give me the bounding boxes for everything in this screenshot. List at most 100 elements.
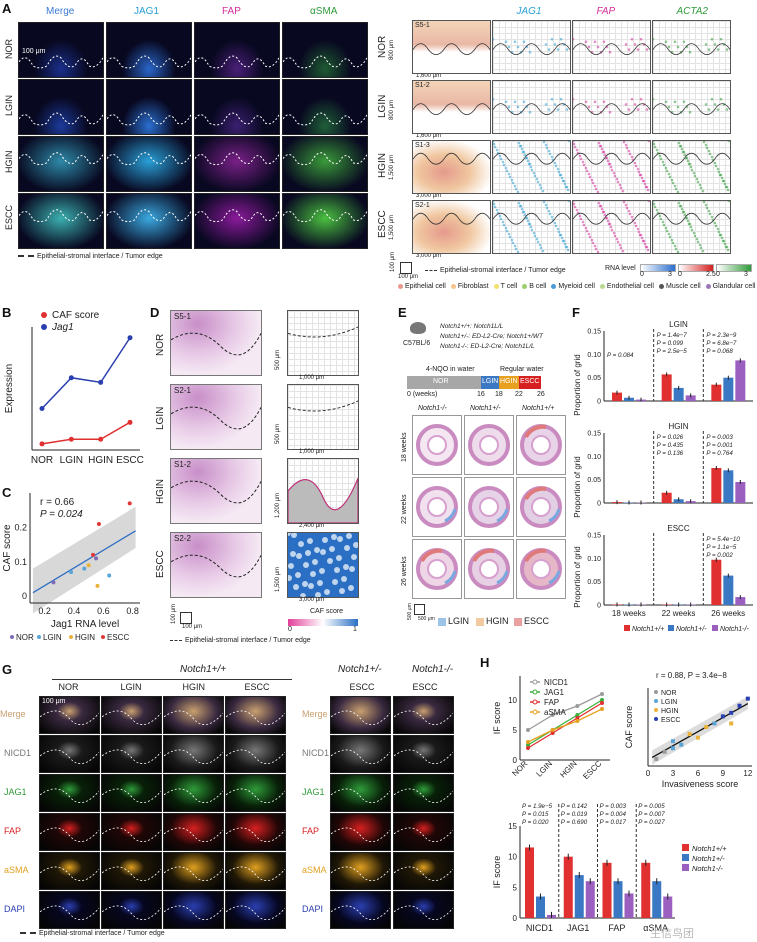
legend-label: FAP <box>544 698 559 707</box>
column-header: ESCC <box>412 682 438 692</box>
spot <box>719 37 723 41</box>
bar <box>525 847 534 918</box>
interface-line <box>331 788 390 803</box>
spot <box>695 177 699 181</box>
if-image <box>18 79 104 135</box>
spot <box>550 37 554 41</box>
spot <box>288 575 292 581</box>
timeline-right-label: Regular water <box>500 366 544 373</box>
interface-line <box>226 827 285 842</box>
if-image <box>225 774 286 812</box>
if-image <box>194 136 280 192</box>
y-tick-label: 0.15 <box>587 329 601 336</box>
tissue-outline <box>493 43 570 55</box>
st-row-label: NOR <box>377 35 388 58</box>
st-column-header: ACTA2 <box>676 6 709 17</box>
edge-overlay <box>40 866 99 881</box>
if-image <box>163 891 224 929</box>
legend-label: CAF score <box>52 310 100 321</box>
stat-p: P = 0.024 <box>40 509 83 520</box>
x-tick-label: αSMA <box>643 923 668 933</box>
if-image <box>330 891 391 929</box>
row-label-right: FAP <box>302 826 320 836</box>
edge-overlay <box>331 710 390 725</box>
panel-a-legend: Epithelial-stromal interface / Tumor edg… <box>18 253 163 260</box>
spot <box>676 45 680 49</box>
edge-overlay <box>19 55 103 69</box>
interface-line <box>107 209 191 223</box>
row-label: 22 weeks <box>401 494 408 524</box>
spot <box>353 542 358 548</box>
spot <box>535 237 539 241</box>
spot <box>518 144 522 148</box>
spot <box>553 43 557 46</box>
edge-overlay <box>107 55 191 69</box>
edge-overlay <box>107 112 191 126</box>
st-column-header: JAG1 <box>516 6 542 17</box>
spot <box>628 212 632 216</box>
p-value: P = 1.1e−5 <box>706 544 737 551</box>
spot <box>681 210 685 214</box>
st-section: S2-1 <box>412 200 491 254</box>
spot <box>634 164 638 168</box>
spot <box>676 105 680 109</box>
spot <box>334 567 340 573</box>
st-section <box>652 140 731 194</box>
spot <box>645 48 649 51</box>
x-axis-label: Jag1 RNA level <box>51 619 119 630</box>
scatter-point <box>670 739 675 744</box>
spot <box>565 108 569 111</box>
spot <box>644 245 648 249</box>
bar <box>711 559 722 605</box>
spot <box>493 145 497 149</box>
spot <box>498 214 502 218</box>
interface-line <box>102 749 161 764</box>
spot <box>638 233 642 237</box>
spot <box>668 235 672 239</box>
spot <box>558 233 562 237</box>
rna-max: 3 <box>668 271 672 278</box>
scatter-point <box>745 696 750 701</box>
spot <box>640 236 644 240</box>
spot <box>707 149 711 153</box>
spot <box>719 97 723 101</box>
y-axis-label: IF score <box>492 856 502 889</box>
lesion-arc <box>496 570 509 585</box>
st-section <box>652 200 731 254</box>
row-label: NOR <box>155 333 166 356</box>
interface-line <box>283 112 367 126</box>
spot <box>517 141 521 145</box>
legend-label: ESCC <box>661 717 680 724</box>
spot <box>508 235 512 239</box>
lesion-arc <box>524 486 547 501</box>
legend-marker <box>10 635 14 639</box>
st-y-dim: 1,500 μm <box>389 214 395 240</box>
scale-x: 500 μm <box>418 616 435 622</box>
lumen <box>427 559 447 579</box>
legend-label: ESCC <box>107 633 129 642</box>
genotype-line: Notch1+/-: ED-L2-Cre; Notch1+/WT <box>440 333 543 340</box>
edge-overlay <box>164 788 223 803</box>
spot <box>564 245 568 249</box>
spot <box>510 238 514 242</box>
scatter-point <box>737 703 742 708</box>
st-overlay <box>573 97 650 115</box>
lumen <box>531 497 551 517</box>
he-edge <box>171 332 261 356</box>
column-header: Merge <box>46 6 75 17</box>
spot <box>696 180 700 184</box>
bar <box>661 374 672 401</box>
caf-map <box>287 532 359 598</box>
panel-b-letter: B <box>2 305 12 320</box>
bar <box>711 384 722 401</box>
spot <box>495 148 499 152</box>
edge-overlay <box>226 866 285 881</box>
bar <box>711 468 722 503</box>
bar <box>652 881 662 918</box>
spot <box>501 160 505 164</box>
if-image <box>163 852 224 890</box>
legend-label: JAG1 <box>544 688 565 697</box>
scatter-point <box>679 742 684 747</box>
column-header: FAP <box>222 6 241 17</box>
spot <box>673 184 677 188</box>
